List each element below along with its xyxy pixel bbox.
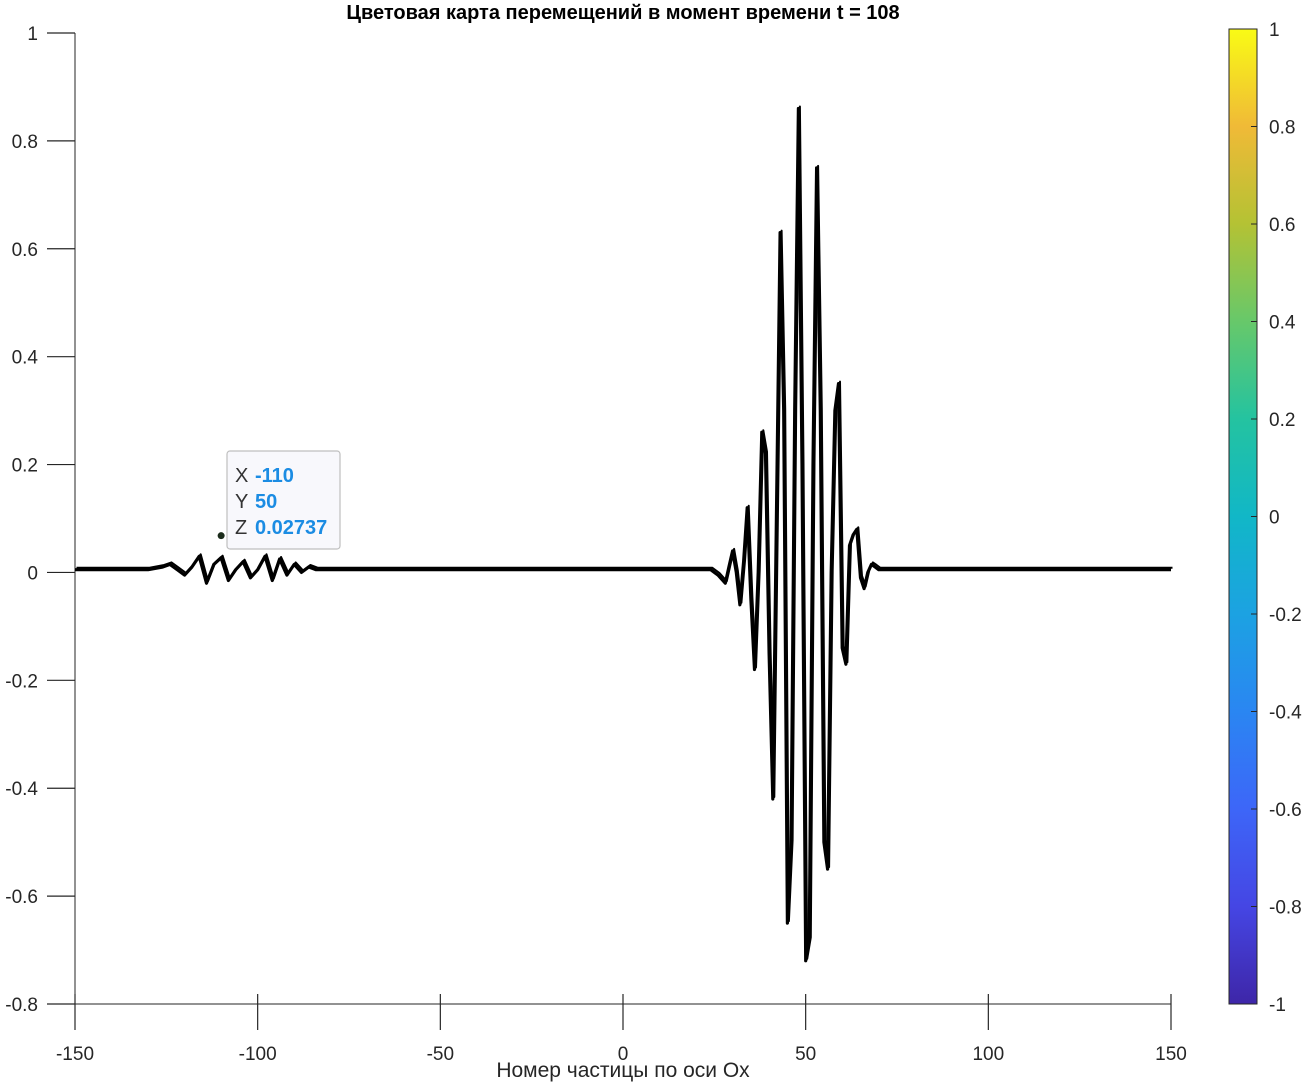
- y-tick-label: 0.4: [12, 348, 39, 369]
- datatip-x-value: -110: [255, 465, 294, 487]
- colorbar-ticks: -1 -0.8 -0.6 -0.4 -0.2 0 0.2 0.4 0.6 0.8 1: [1251, 20, 1302, 1016]
- x-tick-label: 50: [795, 1044, 816, 1065]
- x-tick-label: 150: [1155, 1044, 1187, 1065]
- colorbar-tick-label: -0.6: [1269, 800, 1302, 821]
- y-tick-label: -0.2: [5, 671, 38, 692]
- colorbar-tick-label: 0.4: [1269, 313, 1296, 334]
- datatip-y-key: Y: [235, 491, 248, 513]
- datatip-box: [226, 450, 341, 550]
- colorbar-tick-label: -1: [1269, 995, 1286, 1016]
- y-tick-label: 1: [27, 24, 38, 45]
- x-tick-label: 100: [972, 1044, 1004, 1065]
- y-tick-label: 0.6: [12, 240, 38, 261]
- y-tick-label: 0.2: [12, 456, 38, 477]
- colorbar-tick-label: 0.6: [1269, 215, 1295, 236]
- y-tick-label: -0.4: [5, 779, 38, 800]
- series-line: [75, 106, 1171, 963]
- colorbar-tick-label: 1: [1269, 20, 1280, 41]
- datatip[interactable]: X -110 Y 50 Z 0.02737: [217, 450, 341, 550]
- colorbar-tick-label: -0.4: [1269, 703, 1302, 724]
- y-tick-label: 0: [27, 563, 38, 584]
- y-axis-ticks: -0.8 -0.6 -0.4 -0.2 0 0.2 0.4 0.6 0.8 1: [5, 24, 75, 1016]
- colorbar-tick-label: 0: [1269, 508, 1280, 529]
- datatip-y-value: 50: [255, 491, 277, 513]
- colorbar[interactable]: -1 -0.8 -0.6 -0.4 -0.2 0 0.2 0.4 0.6 0.8 1: [1228, 20, 1302, 1016]
- datatip-z-key: Z: [235, 517, 247, 539]
- x-tick-label: 0: [618, 1044, 629, 1065]
- plot-area[interactable]: [75, 105, 1173, 963]
- y-tick-label: 0.8: [12, 132, 38, 153]
- x-tick-label: -100: [239, 1044, 277, 1065]
- chart-title: Цветовая карта перемещений в момент врем…: [346, 2, 899, 24]
- y-tick-label: -0.6: [5, 887, 38, 908]
- colorbar-tick-label: -0.2: [1269, 605, 1302, 626]
- colorbar-tick-label: 0.8: [1269, 118, 1295, 139]
- series-line-shadow: [76, 105, 1173, 960]
- x-tick-label: -150: [56, 1044, 94, 1065]
- datatip-marker[interactable]: [217, 532, 225, 540]
- x-axis-ticks: -150 -100 -50 0 50 100 150: [56, 994, 1187, 1065]
- colorbar-tick-label: 0.2: [1269, 410, 1295, 431]
- x-axis-label: Номер частицы по оси Ox: [496, 1059, 750, 1082]
- colorbar-tick-label: -0.8: [1269, 898, 1302, 919]
- datatip-z-value: 0.02737: [255, 517, 327, 539]
- datatip-x-key: X: [235, 465, 248, 487]
- y-tick-label: -0.8: [5, 995, 38, 1016]
- x-tick-label: -50: [427, 1044, 454, 1065]
